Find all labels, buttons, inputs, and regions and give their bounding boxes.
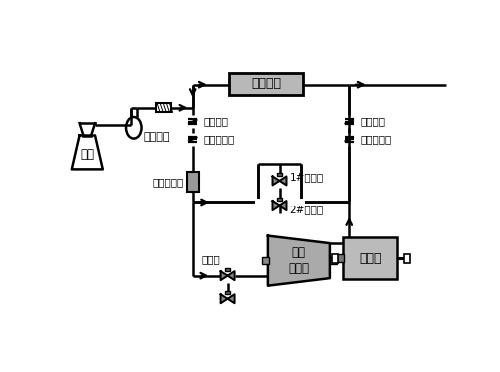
Bar <box>225 268 230 271</box>
Bar <box>343 237 398 279</box>
Bar <box>330 257 337 264</box>
Bar <box>277 198 282 201</box>
Text: 发电机: 发电机 <box>359 252 382 265</box>
Bar <box>156 103 171 112</box>
Bar <box>229 73 303 95</box>
Text: 1#旁通鄀: 1#旁通鄀 <box>290 172 324 182</box>
Text: 出口插板阀: 出口插板阀 <box>360 134 392 144</box>
Polygon shape <box>220 271 234 280</box>
Text: 快切鄀: 快切鄀 <box>201 254 220 264</box>
Polygon shape <box>272 176 286 185</box>
Polygon shape <box>72 135 103 169</box>
Bar <box>277 173 282 176</box>
Text: 除尘设备: 除尘设备 <box>143 132 170 142</box>
Text: 减压阀组: 减压阀组 <box>251 77 281 90</box>
Text: 入口插板阀: 入口插板阀 <box>204 134 235 144</box>
Bar <box>337 254 344 262</box>
Polygon shape <box>272 201 286 210</box>
Bar <box>332 254 338 263</box>
Polygon shape <box>268 235 330 286</box>
Text: 出口蝶阀: 出口蝶阀 <box>360 117 385 126</box>
Text: 文氏流量计: 文氏流量计 <box>152 177 184 187</box>
Bar <box>262 257 270 264</box>
Text: 透平
膏胀机: 透平 膏胀机 <box>288 246 310 275</box>
Bar <box>186 172 199 192</box>
Text: 入口蝶阀: 入口蝶阀 <box>204 117 229 126</box>
Bar <box>404 254 410 263</box>
Polygon shape <box>220 294 234 303</box>
Text: 高炉: 高炉 <box>80 148 94 161</box>
Bar <box>225 291 230 294</box>
Text: 2#旁通鄀: 2#旁通鄀 <box>290 205 324 214</box>
